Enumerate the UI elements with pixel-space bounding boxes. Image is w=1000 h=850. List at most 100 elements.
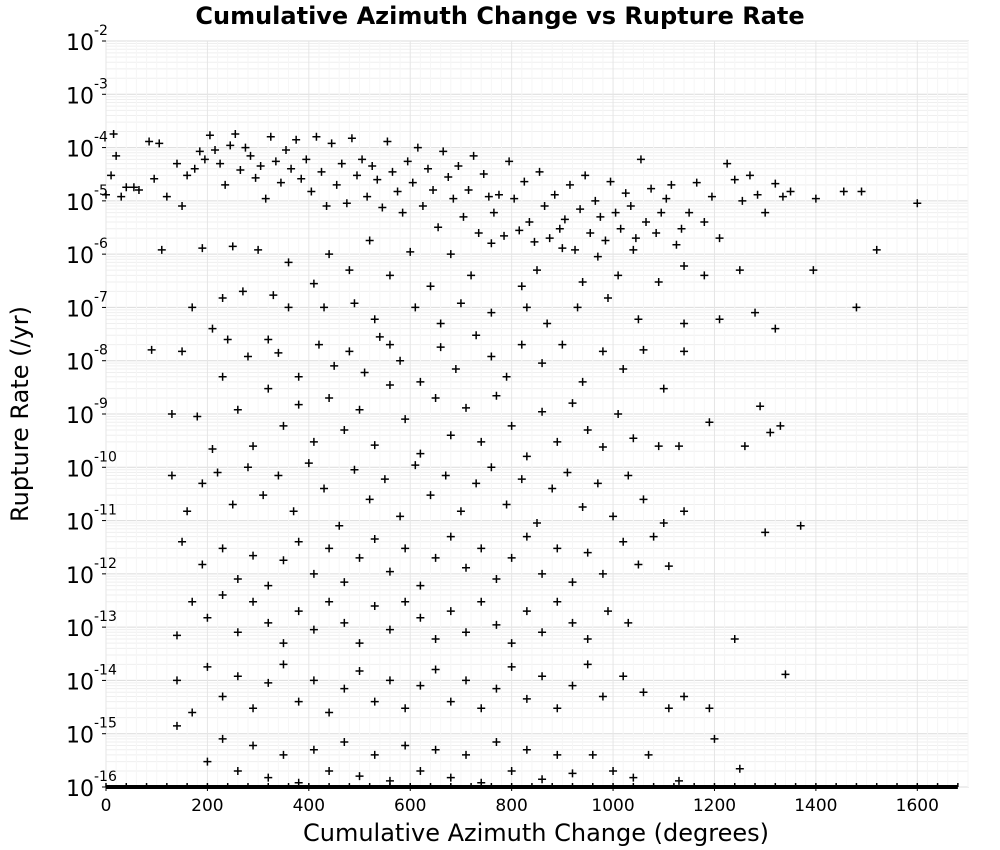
- data-point: [259, 491, 268, 500]
- data-point: [606, 177, 615, 186]
- data-point: [200, 155, 209, 164]
- x-axis-ticks: 0 200 400 600 800 1000 1200 1400 1600: [101, 787, 939, 816]
- data-point: [489, 208, 498, 217]
- data-point: [309, 437, 318, 446]
- data-point: [619, 537, 628, 546]
- data-point: [352, 171, 361, 180]
- x-tick-label: 800: [495, 796, 527, 816]
- data-point: [345, 266, 354, 275]
- data-point: [520, 177, 529, 186]
- data-point: [502, 500, 511, 509]
- y-tick-base: 10: [66, 511, 94, 536]
- data-point: [284, 303, 293, 312]
- data-point: [241, 143, 250, 152]
- data-point: [459, 212, 468, 221]
- data-point: [238, 287, 247, 296]
- data-point: [383, 137, 392, 146]
- data-point: [786, 187, 795, 196]
- data-point: [147, 345, 156, 354]
- data-point: [619, 672, 628, 681]
- data-point: [535, 167, 544, 176]
- data-point: [563, 468, 572, 477]
- data-point: [583, 548, 592, 557]
- data-point: [654, 278, 663, 287]
- data-point: [355, 639, 364, 648]
- data-point: [596, 212, 605, 221]
- data-point: [411, 303, 420, 312]
- data-point: [500, 231, 509, 240]
- data-point: [243, 463, 252, 472]
- y-tick-label: 10-12: [66, 556, 117, 589]
- data-point: [578, 377, 587, 386]
- data-point: [355, 553, 364, 562]
- data-point: [385, 676, 394, 685]
- y-tick-base: 10: [66, 84, 94, 109]
- data-point: [325, 393, 334, 402]
- y-axis-ticks: 10-210-310-410-510-610-710-810-910-1010-…: [66, 23, 117, 802]
- data-point: [449, 194, 458, 203]
- data-point: [150, 174, 159, 183]
- data-point: [654, 442, 663, 451]
- data-point: [172, 631, 181, 640]
- data-point: [462, 628, 471, 637]
- y-tick-exponent: -3: [94, 76, 108, 92]
- data-point: [378, 203, 387, 212]
- data-point: [203, 613, 212, 622]
- data-point: [190, 164, 199, 173]
- data-point: [444, 173, 453, 182]
- data-point: [667, 180, 676, 189]
- data-point: [416, 581, 425, 590]
- data-point: [396, 356, 405, 365]
- data-point: [811, 194, 820, 203]
- data-point: [340, 578, 349, 587]
- data-point: [565, 180, 574, 189]
- data-point: [193, 412, 202, 421]
- data-point: [456, 299, 465, 308]
- y-tick-label: 10-5: [66, 183, 108, 216]
- data-point: [522, 745, 531, 754]
- y-tick-label: 10-3: [66, 76, 108, 109]
- data-point: [228, 500, 237, 509]
- x-tick-label: 200: [191, 796, 223, 816]
- data-point: [598, 569, 607, 578]
- data-point: [538, 569, 547, 578]
- data-point: [228, 242, 237, 251]
- data-point: [446, 532, 455, 541]
- data-point: [246, 151, 255, 160]
- data-point: [279, 421, 288, 430]
- data-point: [279, 750, 288, 759]
- y-tick-base: 10: [66, 297, 94, 322]
- data-point: [507, 639, 516, 648]
- data-point: [401, 544, 410, 553]
- data-point: [598, 692, 607, 701]
- data-point: [198, 244, 207, 253]
- data-point: [178, 202, 187, 211]
- data-point: [416, 613, 425, 622]
- data-point: [269, 291, 278, 300]
- data-point: [218, 692, 227, 701]
- y-tick-base: 10: [66, 351, 94, 376]
- data-point: [365, 236, 374, 245]
- data-point: [469, 151, 478, 160]
- y-tick-exponent: -5: [94, 183, 108, 199]
- data-point: [631, 234, 640, 243]
- data-point: [183, 507, 192, 516]
- data-point: [385, 381, 394, 390]
- data-point: [560, 215, 569, 224]
- data-point: [266, 132, 275, 141]
- data-point: [208, 324, 217, 333]
- y-tick-label: 10-9: [66, 396, 108, 429]
- data-point: [664, 562, 673, 571]
- data-point: [264, 581, 273, 590]
- data-point: [335, 521, 344, 530]
- data-point: [659, 519, 668, 528]
- y-tick-label: 10-11: [66, 503, 117, 536]
- data-point: [233, 575, 242, 584]
- data-point: [614, 410, 623, 418]
- data-point: [317, 167, 326, 176]
- data-point: [309, 279, 318, 288]
- data-point: [472, 479, 481, 488]
- data-point: [401, 704, 410, 713]
- data-point: [287, 164, 296, 173]
- data-point: [568, 618, 577, 627]
